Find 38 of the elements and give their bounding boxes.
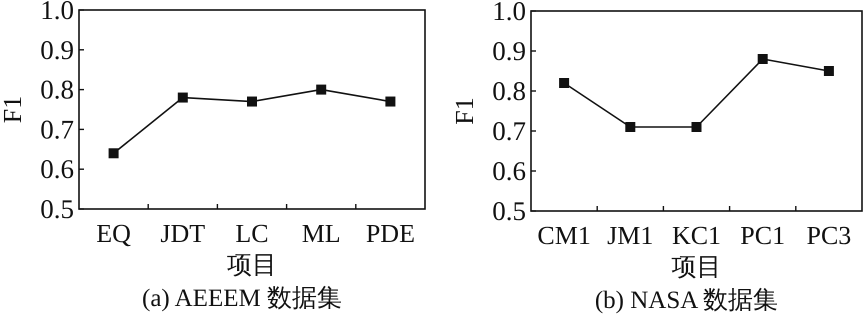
y-tick-label: 0.5 [40,194,74,224]
y-tick-label: 1.0 [492,0,526,26]
text: (b) NASA 数据集 [594,287,778,314]
text: (a) AEEEM 数据集 [142,285,342,312]
x-tick-label: PC3 [806,221,852,250]
y-tick-label: 0.7 [492,116,526,146]
point [178,92,188,103]
point [559,78,570,88]
point [824,66,834,76]
x-tick-label: JM1 [607,221,654,250]
point [758,54,768,64]
x-axis-title: 项目 [227,252,277,279]
x-tick-label: KC1 [672,221,722,250]
x-tick-label: PC1 [740,221,786,250]
y-tick-label: 0.6 [492,156,526,186]
y-tick-label: 0.6 [40,154,74,184]
x-tick-label: PDE [366,219,415,248]
point [625,122,636,132]
y-axis-title: F1 [0,96,27,124]
point [692,122,702,132]
x-tick-label: EQ [96,219,132,248]
y-tick-label: 0.9 [40,34,74,65]
x-tick-label: LC [235,219,269,248]
y-tick-label: 0.8 [492,76,526,106]
y-tick-label: 0.7 [40,114,74,144]
point [108,148,119,158]
point [385,96,396,107]
y-tick-label: 0.5 [492,196,526,226]
x-tick-label: JDT [160,219,206,248]
point [316,84,326,95]
y-tick-label: 1.0 [40,0,74,25]
y-axis-title: F1 [450,97,479,125]
x-tick-label: CM1 [537,221,591,250]
x-axis-title: 项目 [672,254,722,281]
y-tick-label: 0.8 [40,74,74,105]
y-tick-label: 0.9 [492,36,526,66]
point [247,96,257,107]
x-tick-label: ML [302,219,341,248]
